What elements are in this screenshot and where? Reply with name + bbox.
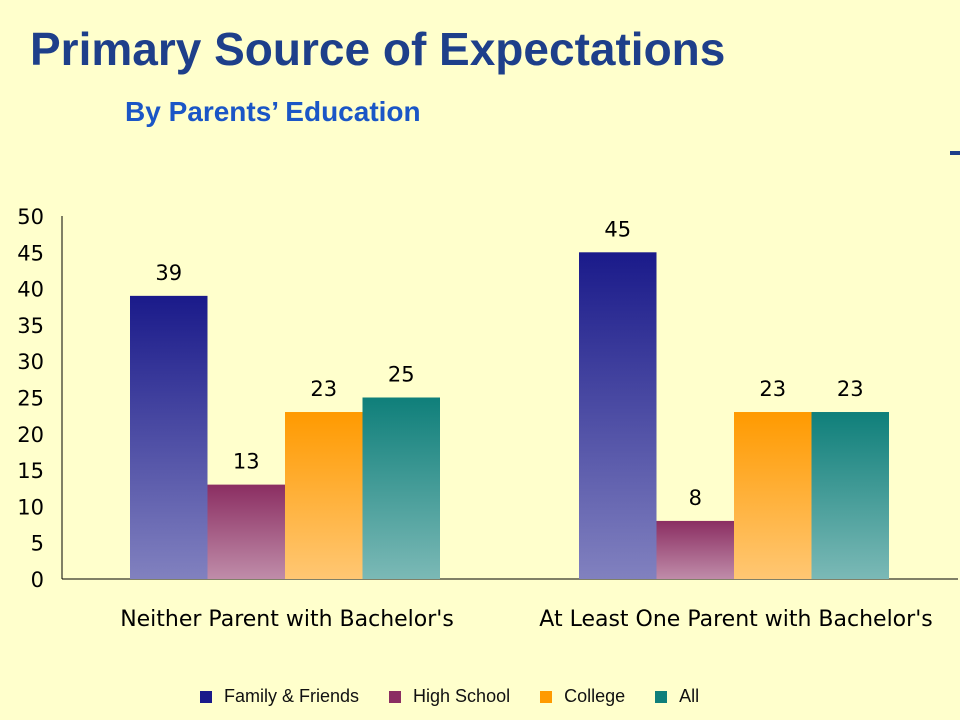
- legend-item: Family & Friends: [200, 686, 359, 707]
- category-label: Neither Parent with Bachelor's: [120, 607, 454, 632]
- bar: [285, 412, 363, 579]
- legend-label: College: [564, 686, 626, 706]
- legend-item: All: [655, 686, 699, 707]
- y-tick-label: 50: [17, 205, 44, 229]
- bar: [734, 412, 812, 579]
- y-tick-label: 30: [17, 350, 44, 374]
- y-tick-label: 0: [31, 568, 44, 592]
- corner-mark: [950, 151, 960, 155]
- legend-label: High School: [413, 686, 511, 706]
- data-label: 23: [759, 377, 786, 401]
- y-tick-label: 10: [17, 495, 44, 519]
- bar: [207, 484, 285, 579]
- bar: [362, 397, 440, 579]
- chart-legend: Family & Friends High School College All: [200, 686, 699, 707]
- bar: [656, 520, 734, 579]
- legend-label: Family & Friends: [224, 686, 360, 706]
- y-tick-label: 40: [17, 278, 44, 302]
- data-label: 25: [388, 363, 415, 387]
- y-tick-label: 45: [17, 241, 44, 265]
- data-label: 39: [155, 261, 182, 285]
- y-tick-label: 5: [31, 532, 44, 556]
- data-label: 8: [689, 486, 702, 510]
- chart-title: Primary Source of Expectations: [30, 23, 726, 75]
- data-label: 45: [604, 217, 631, 241]
- bar: [130, 295, 208, 579]
- y-tick-label: 15: [17, 459, 44, 483]
- bar: [579, 252, 657, 580]
- data-label: 23: [837, 377, 864, 401]
- legend-item: College: [540, 686, 625, 707]
- chart-subtitle: By Parents’ Education: [125, 96, 421, 127]
- bar: [811, 412, 889, 579]
- y-tick-label: 20: [17, 423, 44, 447]
- legend-swatch: [389, 690, 402, 703]
- legend-swatch: [655, 690, 668, 703]
- y-tick-label: 25: [17, 387, 44, 411]
- legend-swatch: [200, 690, 212, 703]
- legend-label: All: [679, 686, 700, 706]
- data-label: 23: [310, 377, 337, 401]
- legend-item: High School: [389, 686, 510, 707]
- category-label: At Least One Parent with Bachelor's: [539, 607, 932, 632]
- legend-swatch: [540, 690, 553, 703]
- y-tick-label: 35: [17, 314, 44, 338]
- data-label: 13: [233, 450, 260, 474]
